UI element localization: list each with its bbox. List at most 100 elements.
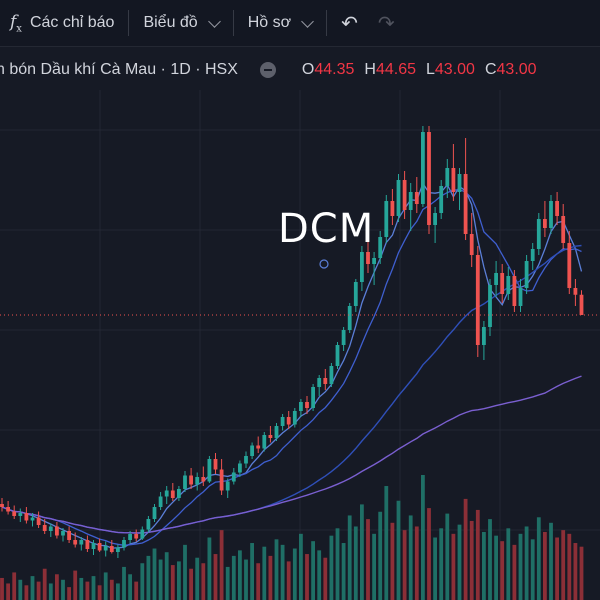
candle-body (372, 258, 376, 264)
candle-body (366, 252, 370, 264)
candle-body (408, 192, 413, 210)
candle-body (506, 276, 511, 294)
volume-bar (61, 579, 65, 600)
candle-body (195, 477, 200, 485)
toolbar-divider (232, 10, 234, 36)
candle-body (433, 213, 437, 225)
volume-bar (201, 563, 206, 600)
volume-bar (164, 552, 169, 600)
candle-body (140, 529, 145, 539)
candle-body (0, 504, 4, 507)
candle-body (73, 540, 78, 545)
volume-bar (24, 585, 29, 600)
volume-bar (91, 576, 96, 600)
volume-bar (445, 513, 450, 600)
candle-body (225, 481, 230, 491)
undo-arrow-icon: ↶ (341, 11, 358, 35)
candle-body (555, 201, 559, 216)
volume-bar (482, 531, 486, 600)
volume-bar (42, 568, 47, 600)
volume-bar (146, 555, 151, 600)
candle-body (536, 219, 541, 249)
ma-slow-line (1, 375, 582, 534)
volume-bar (103, 572, 108, 600)
low-label: L (426, 61, 435, 78)
undo-button[interactable]: ↶ (331, 0, 368, 46)
volume-bar (384, 486, 389, 600)
volume-bar (439, 528, 444, 600)
close-label: C (484, 61, 497, 78)
candle-body (451, 168, 456, 192)
candle-body (311, 387, 315, 408)
volume-bar (238, 550, 242, 600)
series-legend: n bón Dầu khí Cà Mau · 1D · HSX O 44.35 H… (0, 52, 600, 88)
volume-bar (347, 515, 352, 600)
candle-body (567, 243, 572, 288)
candle-body (213, 459, 218, 470)
volume-bar (512, 544, 517, 600)
volume-bar (378, 511, 383, 600)
candle-body (268, 435, 273, 438)
candle-body (48, 526, 53, 531)
crosshair-marker (319, 259, 329, 269)
candle-body (360, 252, 364, 282)
volume-bar (421, 475, 425, 600)
candle-body (518, 288, 523, 306)
volume-bar (55, 574, 59, 600)
chart-type-label: Biểu đồ (143, 14, 198, 31)
volume-bar (341, 543, 346, 600)
volume-bar (140, 563, 145, 600)
volume-bar (506, 528, 511, 600)
candle-body (12, 511, 17, 516)
candle-body (274, 426, 279, 438)
candle-body (244, 456, 248, 464)
volume-bar (170, 565, 175, 600)
candle-body (421, 132, 425, 204)
candle-body (561, 216, 566, 243)
candle-body (482, 327, 486, 345)
chart-type-dropdown[interactable]: Biểu đồ (133, 0, 228, 46)
candle-body (573, 288, 578, 295)
volume-bar (122, 566, 126, 600)
volume-bar (0, 577, 4, 600)
candle-body (42, 525, 47, 531)
volume-bar (323, 557, 328, 600)
candle-body (189, 475, 193, 485)
low-value: 43.00 (434, 61, 475, 78)
collapse-legend-icon[interactable] (259, 62, 276, 78)
redo-button[interactable]: ↷ (368, 0, 405, 46)
candle-body (286, 417, 291, 425)
toolbar-divider (326, 10, 328, 36)
profile-dropdown[interactable]: Hồ sơ (238, 0, 322, 46)
candle-body (353, 282, 358, 306)
candle-body (402, 180, 407, 210)
candle-body (292, 411, 297, 425)
indicators-button[interactable]: fx Các chỉ báo (0, 0, 124, 46)
function-fx-icon: fx (10, 11, 22, 35)
candle-body (85, 540, 90, 549)
volume-bar (116, 583, 120, 600)
volume-bar (530, 539, 535, 600)
volume-bar (524, 526, 529, 600)
volume-bar (396, 500, 401, 600)
candle-body (341, 330, 346, 345)
volume-bar (97, 585, 102, 600)
volume-bar (408, 515, 413, 600)
volume-bar (305, 554, 309, 600)
volume-bar (183, 544, 187, 600)
candle-body (543, 219, 547, 228)
candle-body (91, 543, 96, 549)
volume-bar (402, 530, 407, 600)
candle-body (488, 285, 492, 327)
candle-body (250, 445, 254, 456)
volume-bar (262, 546, 267, 600)
candle-body (524, 261, 529, 288)
volume-bar (317, 550, 322, 600)
candle-body (384, 201, 389, 237)
volume-bar (79, 577, 84, 600)
candle-body (164, 490, 169, 497)
candle-body (530, 249, 535, 261)
candle-body (280, 417, 285, 426)
candle-body (463, 174, 468, 234)
